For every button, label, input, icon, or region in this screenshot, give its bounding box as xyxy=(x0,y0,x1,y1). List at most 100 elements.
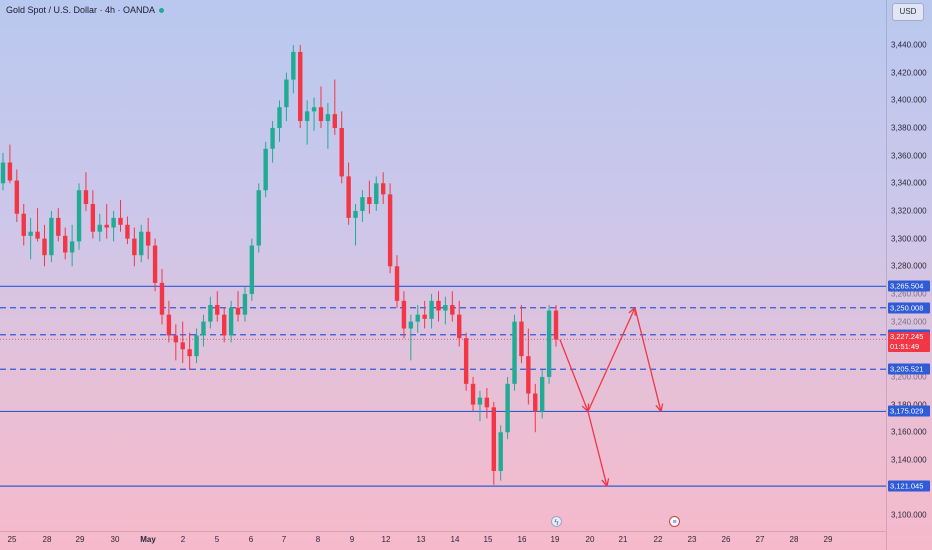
candle[interactable] xyxy=(422,300,427,329)
candle[interactable] xyxy=(408,314,414,361)
candle[interactable] xyxy=(470,376,476,412)
candle[interactable] xyxy=(539,370,545,419)
candle[interactable] xyxy=(69,224,75,267)
candle[interactable] xyxy=(63,227,68,260)
us-flag-icon[interactable]: ≡ xyxy=(669,516,680,527)
candle[interactable] xyxy=(76,183,82,250)
candle[interactable] xyxy=(553,305,559,347)
candle[interactable] xyxy=(21,204,26,246)
candle[interactable] xyxy=(533,383,538,433)
candle[interactable] xyxy=(242,287,248,322)
candle[interactable] xyxy=(201,314,206,347)
candle[interactable] xyxy=(519,305,524,364)
projection-arrow[interactable] xyxy=(587,307,636,412)
candle[interactable] xyxy=(505,376,510,440)
candle[interactable] xyxy=(339,111,344,184)
candle[interactable] xyxy=(166,300,172,343)
candle[interactable] xyxy=(56,208,61,242)
candle[interactable] xyxy=(145,217,151,260)
candle[interactable] xyxy=(152,238,158,292)
candle[interactable] xyxy=(249,238,255,301)
candle[interactable] xyxy=(104,204,109,239)
candle[interactable] xyxy=(208,296,213,329)
candle[interactable] xyxy=(277,100,282,142)
candle[interactable] xyxy=(463,332,469,391)
candle[interactable] xyxy=(7,144,13,184)
candle-body xyxy=(325,114,331,122)
candle[interactable] xyxy=(42,224,47,267)
candle[interactable] xyxy=(311,97,317,131)
candle[interactable] xyxy=(443,296,448,325)
candle[interactable] xyxy=(457,300,462,347)
candle[interactable] xyxy=(450,291,455,322)
candle[interactable] xyxy=(159,269,165,325)
candle-body xyxy=(443,305,448,311)
candle[interactable] xyxy=(429,293,434,329)
candle[interactable] xyxy=(512,314,517,391)
candle[interactable] xyxy=(526,328,531,405)
candle-body xyxy=(118,217,123,225)
candle[interactable] xyxy=(380,172,386,205)
candle[interactable] xyxy=(304,100,310,145)
candle[interactable] xyxy=(394,255,400,308)
candle[interactable] xyxy=(90,190,96,239)
candle[interactable] xyxy=(332,79,337,135)
projection-arrow-alt[interactable] xyxy=(587,411,608,487)
candle[interactable] xyxy=(194,328,199,364)
candle[interactable] xyxy=(187,332,192,371)
candle[interactable] xyxy=(14,169,20,223)
candle-body xyxy=(76,190,82,242)
candle[interactable] xyxy=(477,390,483,422)
candle[interactable] xyxy=(387,183,393,274)
candle[interactable] xyxy=(401,291,407,339)
candle[interactable] xyxy=(491,401,496,485)
candle[interactable] xyxy=(546,305,552,384)
candle[interactable] xyxy=(484,387,490,419)
candle[interactable] xyxy=(118,199,123,232)
candle[interactable] xyxy=(367,180,372,214)
candle[interactable] xyxy=(83,172,89,211)
candle[interactable] xyxy=(353,204,358,246)
candle[interactable] xyxy=(284,72,289,122)
candle-body xyxy=(187,349,192,357)
candle[interactable] xyxy=(270,121,275,163)
candle[interactable] xyxy=(346,162,351,225)
price-tick-label: 3,160.000 xyxy=(891,427,927,437)
candle[interactable] xyxy=(498,425,503,481)
candle[interactable] xyxy=(291,45,296,94)
candle[interactable] xyxy=(125,216,130,245)
candle-body xyxy=(90,204,96,232)
candle[interactable] xyxy=(0,152,6,191)
candle[interactable] xyxy=(436,291,441,322)
candle[interactable] xyxy=(28,217,33,260)
candle[interactable] xyxy=(180,321,185,364)
candle[interactable] xyxy=(298,45,303,128)
candle[interactable] xyxy=(415,305,420,333)
candle-body xyxy=(14,180,20,214)
projection-arrow[interactable] xyxy=(634,307,662,412)
candle[interactable] xyxy=(360,190,365,223)
currency-button[interactable]: USD xyxy=(892,3,924,21)
candle[interactable] xyxy=(235,291,241,322)
candle[interactable] xyxy=(35,208,40,242)
candle[interactable] xyxy=(228,300,234,343)
candle[interactable] xyxy=(256,183,261,253)
candle[interactable] xyxy=(49,210,54,263)
candle[interactable] xyxy=(215,291,220,322)
candle[interactable] xyxy=(318,86,324,128)
candle[interactable] xyxy=(139,224,144,263)
candle-body xyxy=(526,356,531,394)
candle[interactable] xyxy=(222,307,227,343)
candle[interactable] xyxy=(374,176,379,211)
price-tick-label: 3,380.000 xyxy=(891,123,927,133)
projection-arrow[interactable] xyxy=(559,339,589,412)
candle[interactable] xyxy=(173,324,179,361)
lightning-icon[interactable]: ϟ xyxy=(551,516,562,527)
candle[interactable] xyxy=(263,141,268,198)
candle[interactable] xyxy=(325,103,331,149)
candle[interactable] xyxy=(111,210,116,242)
candle[interactable] xyxy=(132,227,137,267)
candle[interactable] xyxy=(97,213,102,242)
